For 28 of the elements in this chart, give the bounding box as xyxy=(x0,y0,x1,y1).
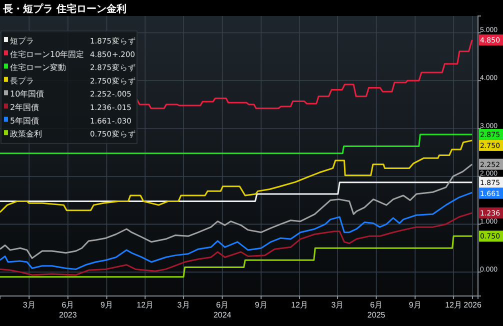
x-tick-label: 6月 2024 xyxy=(213,300,232,320)
legend-label: 住宅ローン変動 xyxy=(10,63,66,72)
x-tick-label: 3月 xyxy=(177,300,190,310)
x-tick-label: 12月 xyxy=(291,300,308,310)
x-tick-label: 9月 xyxy=(100,300,113,310)
x-tick-label: 3月 xyxy=(331,300,344,310)
line-series xyxy=(136,39,473,110)
line-series xyxy=(0,164,473,259)
line-series xyxy=(0,140,473,213)
legend-label: 2年国債 xyxy=(10,103,40,112)
x-tick-label: 12月 xyxy=(445,300,462,310)
x-tick-label: 12月 xyxy=(136,300,154,310)
x-tick-label: 3月 xyxy=(22,300,36,310)
legend-label: 5年国債 xyxy=(10,116,40,126)
legend-label: 10年国債 xyxy=(10,90,44,99)
line-series xyxy=(0,212,473,276)
legend-label: 住宅ローン10年固定 xyxy=(10,50,84,59)
x-tick-label: 9月 xyxy=(254,300,268,310)
x-tick-label: 6月 2023 xyxy=(59,300,78,320)
line-series xyxy=(0,192,473,270)
x-tick-label: 6月 2025 xyxy=(367,300,386,320)
x-tick-label: 9月 xyxy=(408,300,422,310)
line-series xyxy=(0,235,473,278)
legend-label: 短プラ xyxy=(10,36,34,46)
x-tick-label: 2026 xyxy=(464,300,482,310)
legend-label: 長プラ xyxy=(10,76,34,86)
chart-title: 長・短プラ 住宅ローン金利 xyxy=(2,3,126,15)
legend-label: 政策金利 xyxy=(10,130,42,139)
